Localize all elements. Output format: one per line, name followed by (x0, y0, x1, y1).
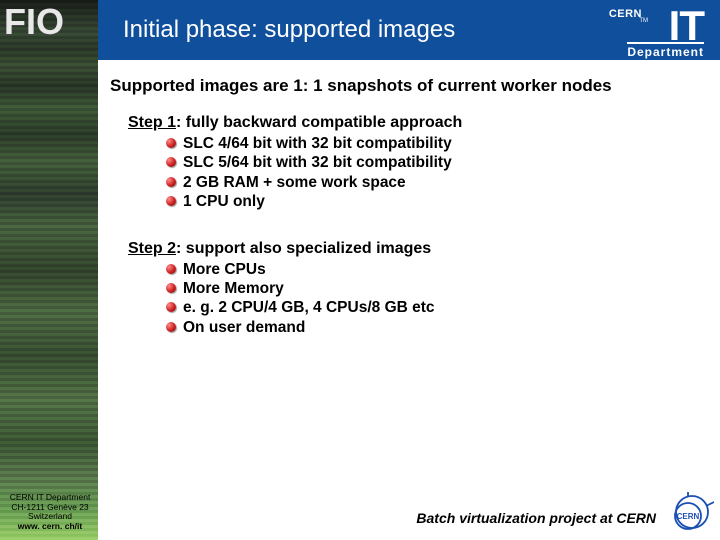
content-area: Supported images are 1: 1 snapshots of c… (110, 76, 704, 480)
footer-address: CERN IT Department CH-1211 Genève 23 Swi… (4, 493, 96, 532)
bullet-icon (166, 322, 176, 332)
step-2-label: Step 2 (128, 240, 176, 257)
step-1-desc: : fully backward compatible approach (176, 114, 462, 131)
subtitle: Supported images are 1: 1 snapshots of c… (110, 76, 704, 96)
list-item: More CPUs (166, 260, 704, 279)
bullet-icon (166, 302, 176, 312)
item-text: More CPUs (183, 261, 266, 278)
item-text: SLC 4/64 bit with 32 bit compatibility (183, 135, 452, 152)
slide: FIO Initial phase: supported images CERN… (0, 0, 720, 540)
svg-text:CERN: CERN (677, 512, 700, 521)
step-1-label: Step 1 (128, 114, 176, 131)
fio-logo: FIO (4, 4, 64, 40)
cern-it-logo-tm: TM (639, 18, 648, 24)
step-block-1: Step 1: fully backward compatible approa… (128, 114, 704, 212)
cern-it-logo-cern: CERN (609, 8, 642, 20)
bullet-icon (166, 283, 176, 293)
item-text: 1 CPU only (183, 193, 265, 210)
list-item: SLC 4/64 bit with 32 bit compatibility (166, 134, 704, 153)
list-item: e. g. 2 CPU/4 GB, 4 CPUs/8 GB etc (166, 298, 704, 317)
bullet-icon (166, 264, 176, 274)
cern-it-logo-dept: Department (627, 42, 704, 59)
item-text: On user demand (183, 319, 305, 336)
footer-url: www. cern. ch/it (4, 522, 96, 532)
step-2-desc: : support also specialized images (176, 240, 431, 257)
item-text: 2 GB RAM + some work space (183, 174, 406, 191)
step-1-items: SLC 4/64 bit with 32 bit compatibility S… (166, 134, 704, 212)
sidebar-graphic (0, 0, 98, 540)
slide-title: Initial phase: supported images (123, 16, 455, 44)
list-item: 1 CPU only (166, 192, 704, 211)
step-2-items: More CPUs More Memory e. g. 2 CPU/4 GB, … (166, 260, 704, 338)
list-item: 2 GB RAM + some work space (166, 173, 704, 192)
footer-project: Batch virtualization project at CERN (416, 510, 656, 526)
header-bar: Initial phase: supported images CERN TM … (98, 0, 720, 60)
item-text: SLC 5/64 bit with 32 bit compatibility (183, 154, 452, 171)
item-text: More Memory (183, 280, 284, 297)
step-block-2: Step 2: support also specialized images … (128, 240, 704, 338)
step-1-head: Step 1: fully backward compatible approa… (128, 114, 704, 132)
step-2-head: Step 2: support also specialized images (128, 240, 704, 258)
list-item: More Memory (166, 279, 704, 298)
bullet-icon (166, 177, 176, 187)
item-text: e. g. 2 CPU/4 GB, 4 CPUs/8 GB etc (183, 299, 435, 316)
cern-it-logo: CERN TM IT Department (578, 6, 708, 54)
bullet-icon (166, 157, 176, 167)
list-item: On user demand (166, 318, 704, 337)
list-item: SLC 5/64 bit with 32 bit compatibility (166, 153, 704, 172)
cern-logo-icon: CERN (662, 492, 714, 536)
bullet-icon (166, 196, 176, 206)
bullet-icon (166, 138, 176, 148)
